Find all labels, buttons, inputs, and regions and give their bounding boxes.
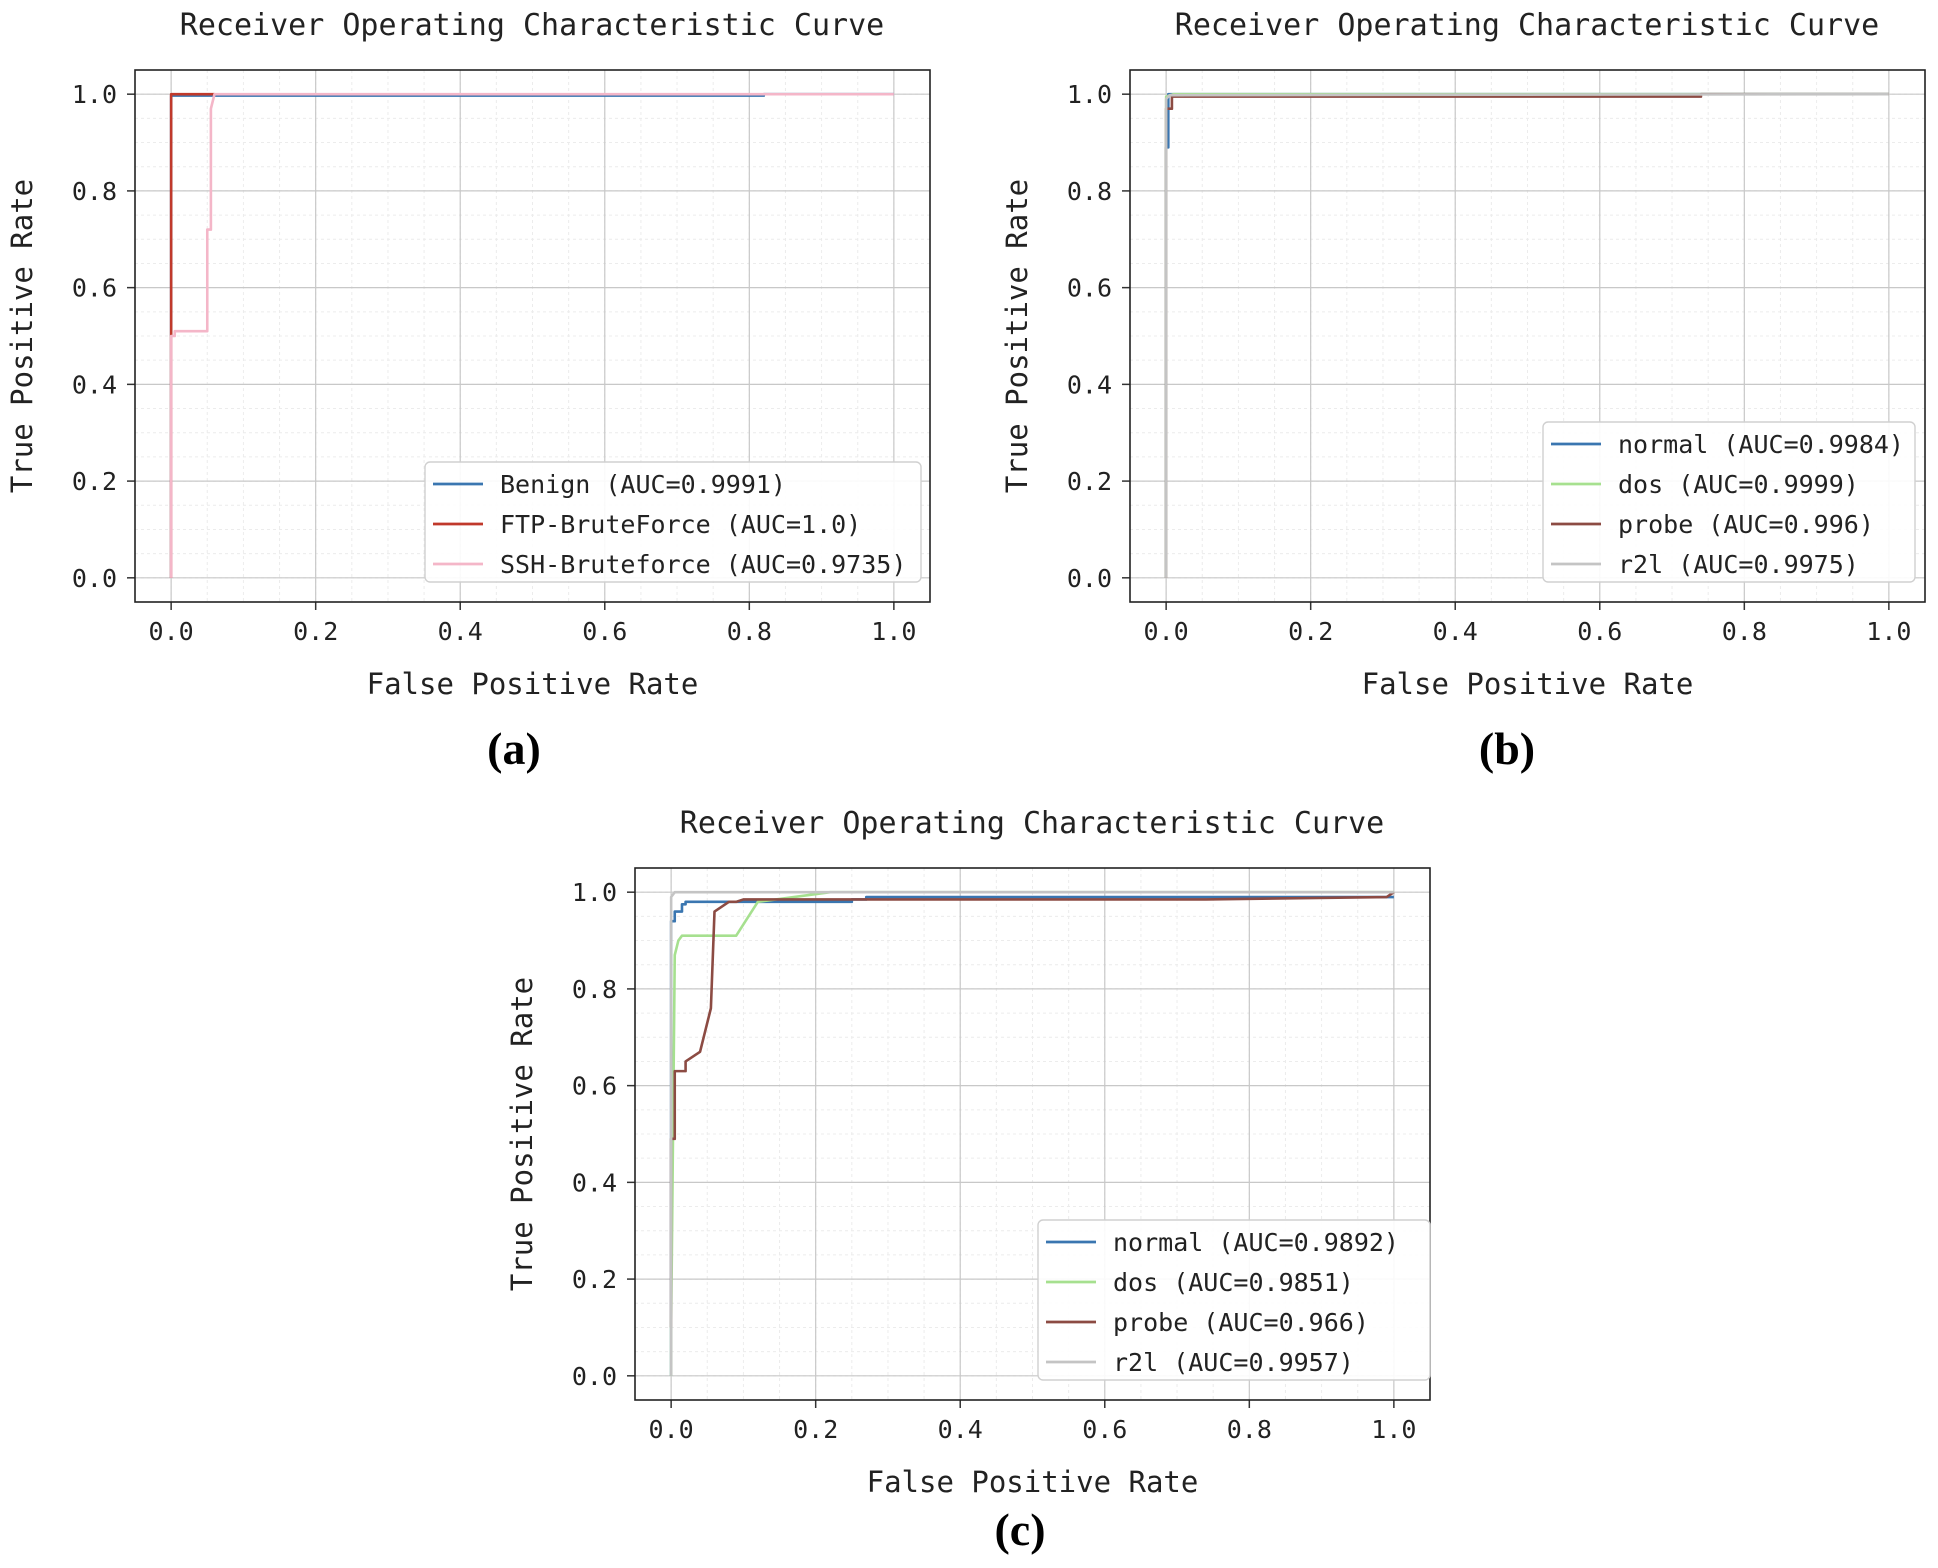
- roc-curve-2: [669, 891, 1395, 1328]
- plot-frame: [1129, 69, 1926, 603]
- panel-label-b: (b): [1478, 723, 1536, 774]
- x-tick-label: 1.0: [1371, 1415, 1416, 1444]
- legend: normal (AUC=0.9892) dos (AUC=0.9851) probe…: [1037, 1219, 1431, 1381]
- series-group: [169, 92, 894, 578]
- y-tick-label: 0.2: [572, 1265, 617, 1294]
- y-tick-label: 0.0: [72, 564, 117, 593]
- x-axis-label: False Positive Rate: [1362, 667, 1694, 700]
- x-tick-label: 0.6: [1577, 617, 1622, 646]
- roc-curve-2: [169, 92, 894, 578]
- legend-entry: normal (AUC=0.9892): [1113, 1228, 1399, 1257]
- legend-entry: r2l (AUC=0.9975): [1618, 550, 1859, 579]
- y-tick-label: 0.6: [1067, 274, 1112, 303]
- legend: Benign (AUC=0.9991) FTP-BruteForce (AUC=1…: [424, 461, 922, 583]
- x-tick-label: 0.2: [293, 617, 338, 646]
- x-axis-label: False Positive Rate: [867, 1465, 1199, 1498]
- chart-title: Receiver Operating Characteristic Curve: [1175, 8, 1879, 43]
- legend-entry: probe (AUC=0.966): [1113, 1308, 1369, 1337]
- roc-panel-b: Receiver Operating Characteristic Curve 0…: [995, 0, 1938, 790]
- y-tick-label: 1.0: [72, 80, 117, 109]
- legend-entry: probe (AUC=0.996): [1618, 510, 1874, 539]
- y-tick-label: 1.0: [572, 878, 617, 907]
- chart-title: Receiver Operating Characteristic Curve: [180, 8, 884, 43]
- roc-panel-c: Receiver Operating Characteristic Curve 0…: [500, 798, 1460, 1568]
- x-tick-label: 0.4: [938, 1415, 983, 1444]
- legend-box: [1037, 1219, 1431, 1381]
- x-tick-label: 0.6: [1082, 1415, 1127, 1444]
- plot-frame: [134, 69, 931, 603]
- roc-chart-c: Receiver Operating Characteristic Curve 0…: [505, 806, 1431, 1499]
- legend-entry: SSH-Bruteforce (AUC=0.9735): [500, 550, 906, 579]
- y-tick-label: 0.6: [72, 274, 117, 303]
- x-tick-label: 0.0: [649, 1415, 694, 1444]
- y-tick-label: 0.4: [72, 370, 117, 399]
- legend-box: [1542, 421, 1916, 583]
- legend-entry: dos (AUC=0.9999): [1618, 470, 1859, 499]
- x-tick-label: 1.0: [1866, 617, 1911, 646]
- y-tick-label: 0.4: [1067, 370, 1112, 399]
- roc-chart-b: Receiver Operating Characteristic Curve 0…: [1000, 8, 1926, 701]
- y-tick-label: 0.6: [572, 1072, 617, 1101]
- x-tick-label: 0.2: [1288, 617, 1333, 646]
- x-tick-label: 0.2: [793, 1415, 838, 1444]
- panel-label-a: (a): [487, 723, 541, 774]
- legend-box: [424, 461, 922, 583]
- y-axis-label: True Positive Rate: [1000, 179, 1034, 493]
- y-axis-label: True Positive Rate: [5, 179, 39, 493]
- legend-entry: Benign (AUC=0.9991): [500, 470, 786, 499]
- y-tick-label: 0.8: [572, 975, 617, 1004]
- x-tick-label: 0.6: [582, 617, 627, 646]
- roc-panel-a: Receiver Operating Characteristic Curve 0…: [0, 0, 960, 790]
- chart-title: Receiver Operating Characteristic Curve: [680, 806, 1384, 841]
- x-tick-label: 0.0: [1144, 617, 1189, 646]
- panel-label-c: (c): [994, 1504, 1046, 1555]
- x-tick-label: 0.8: [1722, 617, 1767, 646]
- x-tick-label: 1.0: [871, 617, 916, 646]
- roc-chart-a: Receiver Operating Characteristic Curve 0…: [5, 8, 931, 701]
- y-tick-label: 0.0: [572, 1362, 617, 1391]
- y-tick-label: 0.2: [1067, 467, 1112, 496]
- y-tick-label: 0.4: [572, 1168, 617, 1197]
- legend: normal (AUC=0.9984) dos (AUC=0.9999) probe…: [1542, 421, 1916, 583]
- series-group: [1164, 92, 1889, 578]
- x-tick-label: 0.8: [1227, 1415, 1272, 1444]
- roc-curve-3: [1164, 92, 1889, 578]
- legend-entry: normal (AUC=0.9984): [1618, 430, 1904, 459]
- x-tick-label: 0.4: [1433, 617, 1478, 646]
- legend-entry: dos (AUC=0.9851): [1113, 1268, 1354, 1297]
- plot-frame: [634, 867, 1431, 1401]
- roc-curve-3: [669, 890, 1394, 1376]
- y-tick-label: 1.0: [1067, 80, 1112, 109]
- x-tick-label: 0.0: [149, 617, 194, 646]
- y-tick-label: 0.8: [72, 177, 117, 206]
- x-axis-label: False Positive Rate: [367, 667, 699, 700]
- y-tick-label: 0.2: [72, 467, 117, 496]
- x-tick-label: 0.8: [727, 617, 772, 646]
- series-group: [669, 890, 1395, 1376]
- x-tick-label: 0.4: [438, 617, 483, 646]
- legend-entry: r2l (AUC=0.9957): [1113, 1348, 1354, 1377]
- y-tick-label: 0.0: [1067, 564, 1112, 593]
- legend-entry: FTP-BruteForce (AUC=1.0): [500, 510, 861, 539]
- y-tick-label: 0.8: [1067, 177, 1112, 206]
- y-axis-label: True Positive Rate: [505, 977, 539, 1291]
